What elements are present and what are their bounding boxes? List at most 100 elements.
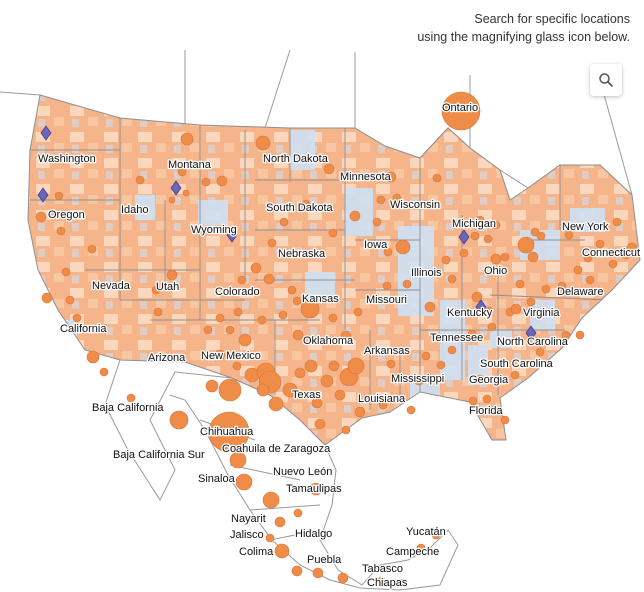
location-circle-marker[interactable]	[135, 175, 145, 185]
location-circle-marker[interactable]	[225, 325, 235, 335]
location-circle-marker[interactable]	[215, 313, 225, 323]
location-circle-marker[interactable]	[585, 275, 595, 285]
location-circle-marker[interactable]	[153, 307, 163, 317]
location-circle-marker[interactable]	[341, 425, 351, 435]
location-circle-marker[interactable]	[413, 374, 425, 386]
location-circle-marker[interactable]	[151, 285, 161, 295]
location-circle-marker[interactable]	[65, 295, 75, 305]
location-circle-marker[interactable]	[612, 217, 622, 227]
location-circle-marker[interactable]	[467, 329, 477, 339]
location-circle-marker[interactable]	[328, 228, 338, 238]
location-circle-marker[interactable]	[214, 349, 226, 361]
location-circle-marker[interactable]	[431, 530, 441, 540]
location-circle-marker[interactable]	[382, 281, 392, 291]
location-circle-marker[interactable]	[265, 533, 275, 543]
location-diamond-marker[interactable]	[170, 180, 182, 196]
location-diamond-marker[interactable]	[226, 227, 238, 243]
location-circle-marker[interactable]	[54, 191, 64, 201]
location-circle-marker[interactable]	[35, 211, 47, 223]
location-circle-marker[interactable]	[177, 167, 187, 177]
location-circle-marker[interactable]	[541, 284, 551, 294]
location-circle-marker[interactable]	[314, 418, 326, 430]
location-circle-marker[interactable]	[182, 189, 190, 197]
location-circle-marker[interactable]	[255, 135, 271, 151]
location-circle-marker[interactable]	[278, 310, 288, 320]
location-circle-marker[interactable]	[482, 394, 492, 404]
location-circle-marker[interactable]	[626, 242, 638, 254]
location-circle-marker[interactable]	[564, 230, 574, 240]
location-circle-marker[interactable]	[238, 333, 252, 347]
location-circle-marker[interactable]	[500, 415, 510, 425]
location-circle-marker[interactable]	[256, 383, 270, 397]
location-circle-marker[interactable]	[527, 251, 539, 263]
location-circle-marker[interactable]	[354, 406, 366, 418]
location-circle-marker[interactable]	[340, 330, 352, 342]
location-circle-marker[interactable]	[291, 565, 303, 577]
location-circle-marker[interactable]	[233, 307, 243, 317]
location-circle-marker[interactable]	[229, 451, 247, 469]
location-circle-marker[interactable]	[421, 351, 431, 361]
location-circle-marker[interactable]	[218, 378, 242, 402]
location-circle-marker[interactable]	[208, 411, 250, 453]
location-circle-marker[interactable]	[56, 226, 66, 236]
location-circle-marker[interactable]	[397, 578, 407, 588]
location-circle-marker[interactable]	[510, 370, 520, 380]
location-circle-marker[interactable]	[526, 297, 536, 307]
location-circle-marker[interactable]	[483, 234, 493, 244]
location-circle-marker[interactable]	[203, 325, 213, 335]
location-circle-marker[interactable]	[205, 379, 219, 393]
location-circle-marker[interactable]	[257, 315, 267, 325]
location-circle-marker[interactable]	[515, 279, 525, 289]
location-circle-marker[interactable]	[459, 248, 469, 258]
location-circle-marker[interactable]	[86, 350, 100, 364]
location-circle-marker[interactable]	[608, 259, 618, 269]
location-circle-marker[interactable]	[72, 313, 82, 323]
location-diamond-marker[interactable]	[525, 325, 537, 341]
location-circle-marker[interactable]	[557, 281, 567, 291]
location-circle-marker[interactable]	[294, 367, 306, 379]
location-circle-marker[interactable]	[235, 473, 253, 491]
location-circle-marker[interactable]	[320, 374, 334, 388]
location-diamond-marker[interactable]	[37, 187, 49, 203]
location-circle-marker[interactable]	[87, 244, 97, 254]
location-circle-marker[interactable]	[312, 567, 324, 579]
location-circle-marker[interactable]	[237, 275, 247, 285]
location-circle-marker[interactable]	[595, 239, 605, 249]
location-circle-marker[interactable]	[470, 231, 480, 241]
location-circle-marker[interactable]	[490, 253, 502, 265]
location-circle-marker[interactable]	[402, 279, 412, 289]
location-circle-marker[interactable]	[530, 227, 540, 237]
location-circle-marker[interactable]	[263, 273, 275, 285]
location-circle-marker[interactable]	[386, 359, 396, 369]
location-circle-marker[interactable]	[441, 255, 451, 265]
location-circle-marker[interactable]	[287, 285, 297, 295]
location-circle-marker[interactable]	[395, 239, 411, 255]
location-circle-marker[interactable]	[61, 267, 71, 277]
location-circle-marker[interactable]	[279, 217, 289, 227]
location-circle-marker[interactable]	[334, 389, 346, 401]
location-circle-marker[interactable]	[274, 543, 290, 559]
location-circle-marker[interactable]	[447, 345, 457, 355]
location-circle-marker[interactable]	[232, 361, 242, 371]
location-circle-marker[interactable]	[561, 330, 571, 340]
location-circle-marker[interactable]	[432, 173, 442, 183]
location-circle-marker[interactable]	[166, 269, 178, 281]
location-circle-marker[interactable]	[293, 508, 303, 518]
location-circle-marker[interactable]	[535, 347, 545, 357]
location-circle-marker[interactable]	[424, 301, 436, 313]
location-circle-marker[interactable]	[349, 210, 361, 222]
location-circle-marker[interactable]	[484, 306, 494, 316]
location-circle-marker[interactable]	[328, 360, 340, 372]
location-circle-marker[interactable]	[621, 250, 631, 260]
markers-layer[interactable]	[35, 91, 638, 588]
location-circle-marker[interactable]	[441, 91, 481, 131]
location-circle-marker[interactable]	[471, 291, 483, 303]
location-circle-marker[interactable]	[517, 236, 535, 254]
location-circle-marker[interactable]	[447, 274, 457, 284]
location-circle-marker[interactable]	[300, 299, 320, 319]
search-button[interactable]	[590, 64, 622, 96]
location-circle-marker[interactable]	[126, 393, 136, 403]
location-circle-marker[interactable]	[383, 247, 393, 257]
location-circle-marker[interactable]	[347, 357, 365, 375]
